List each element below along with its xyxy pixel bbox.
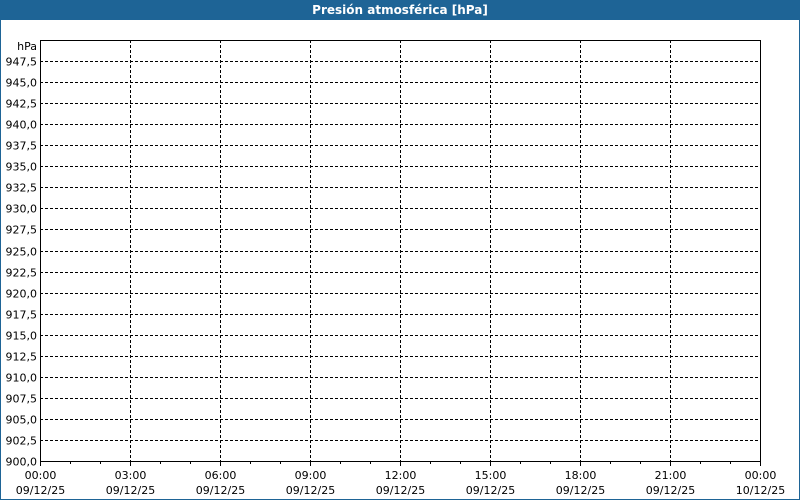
y-tick-label: 942,5 bbox=[6, 98, 38, 111]
x-tick-time: 21:00 bbox=[655, 469, 687, 482]
y-tick-label: 935,0 bbox=[6, 161, 38, 174]
x-tick-date: 09/12/25 bbox=[556, 484, 605, 497]
x-tick-date: 09/12/25 bbox=[646, 484, 695, 497]
x-tick-date: 09/12/25 bbox=[376, 484, 425, 497]
y-tick-label: 947,5 bbox=[6, 56, 38, 69]
y-tick-label: 912,5 bbox=[6, 351, 38, 364]
x-tick-date: 09/12/25 bbox=[286, 484, 335, 497]
x-tick-time: 03:00 bbox=[115, 469, 147, 482]
x-tick-time: 12:00 bbox=[385, 469, 417, 482]
y-tick-label: 927,5 bbox=[6, 224, 38, 237]
x-tick-time: 15:00 bbox=[475, 469, 507, 482]
x-tick-time: 00:00 bbox=[745, 469, 777, 482]
y-tick-label: 922,5 bbox=[6, 267, 38, 280]
y-tick-label: 940,0 bbox=[6, 119, 38, 132]
y-tick-label: 902,5 bbox=[6, 435, 38, 448]
y-tick-label: 917,5 bbox=[6, 309, 38, 322]
y-tick-label: 910,0 bbox=[6, 372, 38, 385]
y-tick-label: 925,0 bbox=[6, 246, 38, 259]
x-tick-date: 09/12/25 bbox=[16, 484, 65, 497]
y-axis-label: hPa bbox=[17, 40, 37, 53]
x-tick-date: 10/12/25 bbox=[736, 484, 785, 497]
y-tick-label: 907,5 bbox=[6, 393, 38, 406]
y-tick-label: 915,0 bbox=[6, 330, 38, 343]
x-tick-time: 00:00 bbox=[25, 469, 57, 482]
x-tick-time: 18:00 bbox=[565, 469, 597, 482]
plot-area-border bbox=[40, 40, 761, 462]
x-tick-time: 09:00 bbox=[295, 469, 327, 482]
y-tick-label: 932,5 bbox=[6, 182, 38, 195]
y-tick-label: 905,0 bbox=[6, 414, 38, 427]
y-tick-label: 930,0 bbox=[6, 203, 38, 216]
y-tick-label: 945,0 bbox=[6, 77, 38, 90]
y-tick-label: 937,5 bbox=[6, 140, 38, 153]
chart-title: Presión atmosférica [hPa] bbox=[0, 0, 800, 20]
x-tick-date: 09/12/25 bbox=[196, 484, 245, 497]
x-tick-date: 09/12/25 bbox=[466, 484, 515, 497]
x-tick-date: 09/12/25 bbox=[106, 484, 155, 497]
y-tick-label: 900,0 bbox=[6, 456, 38, 469]
y-tick-label: 920,0 bbox=[6, 288, 38, 301]
x-tick-time: 06:00 bbox=[205, 469, 237, 482]
